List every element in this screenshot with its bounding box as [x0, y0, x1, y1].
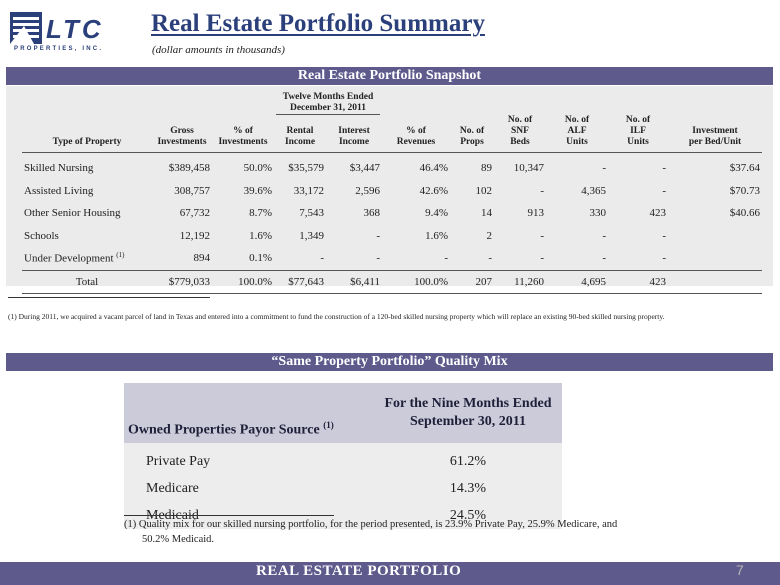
col-header-pct-revenues: % of Revenues	[382, 115, 450, 153]
period-header-line1: For the Nine Months Ended	[384, 396, 552, 411]
quality-mix-table: Owned Properties Payor Source (1) For th…	[124, 383, 562, 529]
col-header-investment-per-unit: Investment per Bed/Unit	[668, 115, 762, 153]
table-total-row: Total $779,033 100.0% $77,643 $6,411 100…	[22, 269, 762, 294]
footer-section-title: REAL ESTATE PORTFOLIO	[256, 563, 462, 579]
col-header-props: No. of Props	[450, 115, 494, 153]
col-header-gross: Gross Investments	[152, 115, 212, 153]
col-header-ilf: No. of ILF Units	[608, 115, 668, 153]
col-header-alf: No. of ALF Units	[546, 115, 608, 153]
portfolio-snapshot-table: Twelve Months Ended December 31, 2011 Ty…	[22, 92, 762, 294]
footnote-marker: (1)	[116, 251, 125, 260]
period-header-line2: September 30, 2011	[409, 414, 526, 429]
col-header-pct-investments: % of Investments	[212, 115, 274, 153]
payor-source-footnote-marker: (1)	[323, 420, 334, 431]
col-header-type: Type of Property	[22, 115, 152, 153]
quality-mix-header-row: Owned Properties Payor Source (1) For th…	[124, 383, 562, 443]
snapshot-table-panel: Twelve Months Ended December 31, 2011 Ty…	[6, 86, 773, 294]
table-row: Assisted Living 308,757 39.6% 33,172 2,5…	[24, 184, 760, 197]
snapshot-footnote: (1) During 2011, we acquired a vacant pa…	[8, 312, 665, 321]
logo-letters: LTC	[46, 14, 104, 44]
quality-footnote-divider	[124, 515, 334, 516]
footnote-divider	[8, 297, 210, 298]
quality-footnote: (1) Quality mix for our skilled nursing …	[124, 519, 618, 545]
payor-source-header: Owned Properties Payor Source	[128, 423, 320, 438]
company-logo: LTC PROPERTIES, INC.	[8, 12, 126, 52]
table-row: Other Senior Housing 67,732 8.7% 7,543 3…	[24, 207, 760, 220]
logo-subtext: PROPERTIES, INC.	[14, 46, 104, 52]
group-header-line2: December 31, 2011	[276, 103, 380, 115]
col-header-snf: No. of SNF Beds	[494, 115, 546, 153]
col-header-interest: Interest Income	[326, 115, 382, 153]
quality-mix-section-bar: “Same Property Portfolio” Quality Mix	[6, 353, 773, 371]
quality-mix-row: Medicare 14.3%	[124, 475, 562, 502]
quality-mix-row: Private Pay 61.2%	[124, 448, 562, 475]
table-row: Schools 12,192 1.6% 1,349 - 1.6% 2 - - -	[24, 229, 666, 242]
logo-emblem-icon	[10, 12, 42, 44]
page-number: 7	[736, 562, 744, 578]
page-subtitle: (dollar amounts in thousands)	[152, 44, 285, 56]
table-row: Under Development (1) 894 0.1% - - - - -…	[24, 251, 666, 266]
group-header-line1: Twelve Months Ended	[282, 92, 374, 102]
table-row: Skilled Nursing $389,458 50.0% $35,579 $…	[24, 162, 760, 175]
snapshot-section-bar: Real Estate Portfolio Snapshot	[6, 67, 773, 85]
table-header-row: Type of Property Gross Investments % of In…	[22, 115, 762, 153]
page-title: Real Estate Portfolio Summary	[151, 10, 485, 37]
col-header-rental: Rental Income	[274, 115, 326, 153]
footer-bar	[0, 562, 780, 585]
